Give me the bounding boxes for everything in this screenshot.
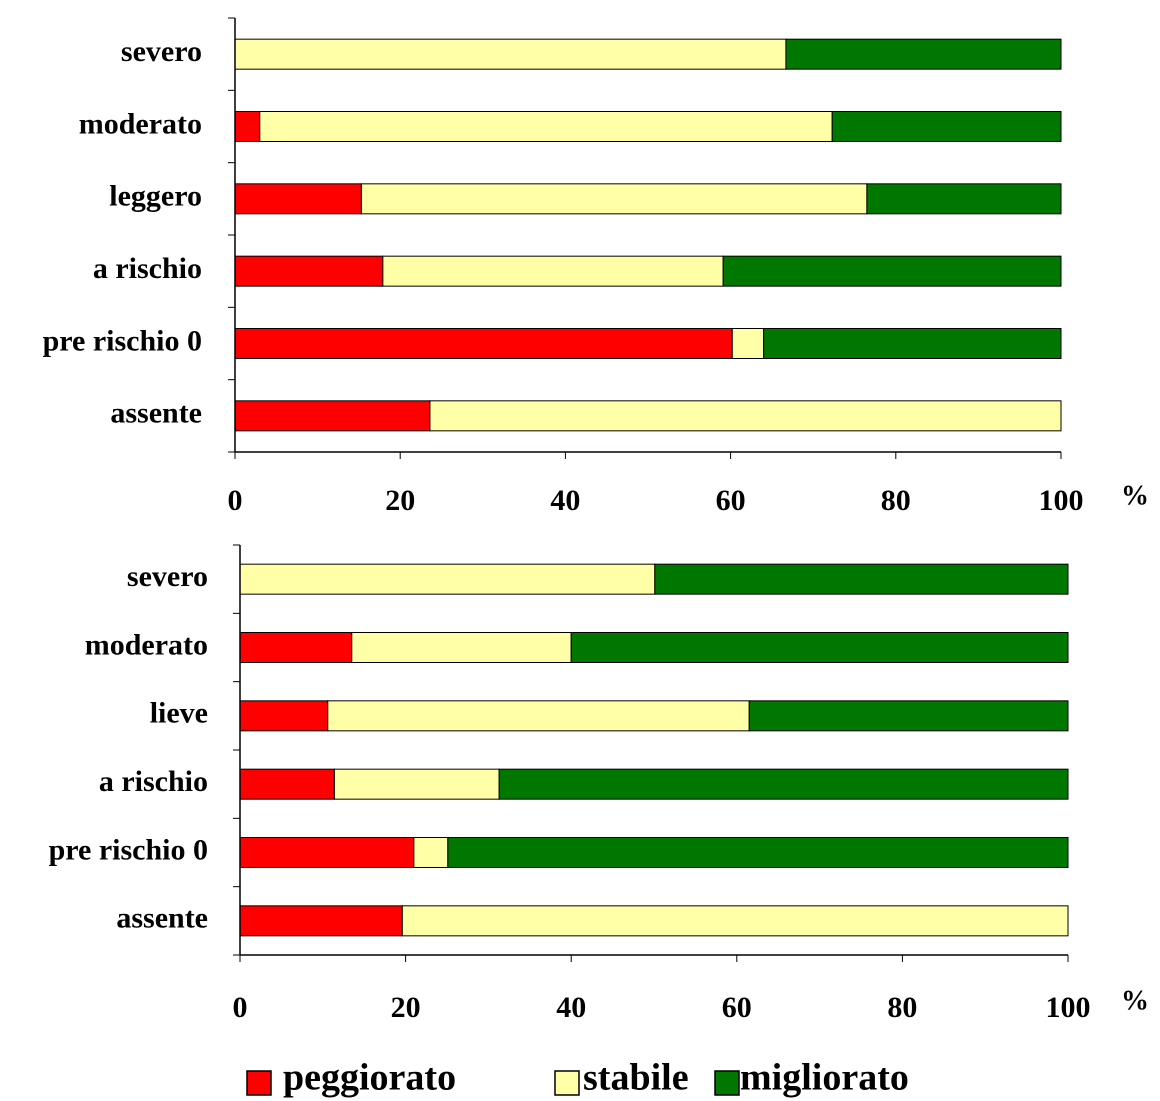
category-label: a rischio — [93, 252, 202, 285]
category-label: leggero — [109, 180, 202, 213]
bar-segment — [831, 111, 1062, 142]
x-tick-label: 100 — [1046, 991, 1091, 1024]
bar-segment — [429, 400, 1062, 432]
bar-segment — [785, 38, 1062, 70]
bar-segment — [234, 328, 733, 359]
bar-segment — [360, 183, 868, 215]
bar-segment — [731, 328, 765, 359]
bar-segment — [333, 768, 500, 800]
x-tick-label: 20 — [385, 484, 415, 517]
category-label: pre rischio 0 — [49, 833, 208, 866]
bar-segment — [234, 400, 431, 432]
bar-segment — [327, 700, 750, 732]
x-tick-label: 0 — [233, 991, 248, 1024]
legend-swatch — [246, 1070, 272, 1096]
bar-segment — [866, 183, 1062, 215]
bar-segment — [570, 632, 1069, 663]
bar-segment — [234, 183, 362, 215]
bar-segment — [763, 328, 1062, 359]
x-tick-label: 60 — [722, 991, 752, 1024]
bar-segment — [234, 111, 261, 142]
x-tick-label: 100 — [1039, 484, 1084, 517]
bar-segment — [234, 38, 787, 70]
x-tick-label: 0 — [228, 484, 243, 517]
bar-segment — [239, 768, 335, 800]
bar-segment — [239, 563, 656, 595]
bar-segment — [654, 563, 1069, 595]
bar-segment — [413, 837, 449, 868]
x-tick-label: 80 — [881, 484, 911, 517]
category-label: assente — [110, 397, 202, 430]
bar-segment — [498, 768, 1069, 800]
x-axis-label: % — [1121, 480, 1149, 511]
bar-segment — [722, 255, 1062, 287]
category-label: assente — [116, 902, 208, 935]
legend-swatch — [554, 1070, 580, 1096]
bar-segment — [382, 255, 724, 287]
bar-segment — [239, 837, 415, 868]
bar-segment — [239, 700, 329, 732]
bar-segment — [239, 905, 403, 937]
category-label: lieve — [150, 697, 208, 730]
category-label: severo — [121, 35, 202, 68]
bar-segment — [259, 111, 833, 142]
legend-label: migliorato — [740, 1057, 909, 1099]
x-tick-label: 40 — [556, 991, 586, 1024]
legend-label: peggiorato — [283, 1057, 456, 1099]
bar-segment — [239, 632, 353, 663]
x-tick-label: 20 — [391, 991, 421, 1024]
category-label: moderato — [85, 628, 208, 661]
category-label: moderato — [79, 107, 202, 140]
x-tick-label: 40 — [550, 484, 580, 517]
bar-segment — [401, 905, 1069, 937]
category-label: a rischio — [99, 765, 208, 798]
bar-segment — [748, 700, 1069, 732]
bar-segment — [351, 632, 572, 663]
x-tick-label: 80 — [887, 991, 917, 1024]
category-label: pre rischio 0 — [43, 324, 202, 357]
x-axis-label: % — [1121, 985, 1149, 1016]
category-label: severo — [127, 560, 208, 593]
bar-segment — [447, 837, 1069, 868]
x-tick-label: 60 — [716, 484, 746, 517]
bar-segment — [234, 255, 384, 287]
legend-swatch — [714, 1070, 740, 1096]
legend-label: stabile — [583, 1057, 689, 1099]
